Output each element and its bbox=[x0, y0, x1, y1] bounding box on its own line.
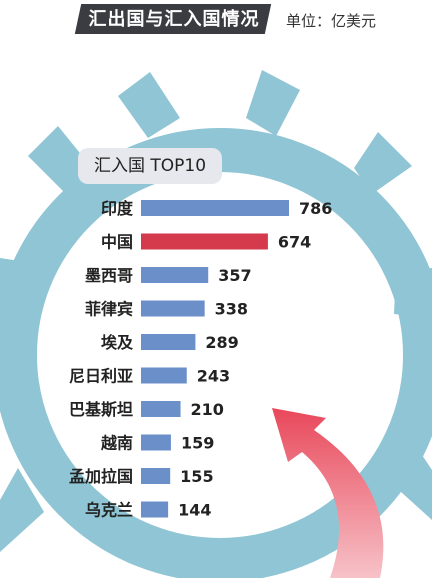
value-label: 786 bbox=[299, 199, 332, 218]
gear-ring bbox=[0, 128, 432, 578]
category-label: 印度 bbox=[101, 199, 134, 218]
arrow-graphic bbox=[272, 408, 384, 578]
value-label: 144 bbox=[178, 501, 211, 520]
category-label: 越南 bbox=[100, 434, 133, 453]
category-label: 巴基斯坦 bbox=[69, 400, 133, 419]
category-label: 孟加拉国 bbox=[69, 467, 133, 486]
value-label: 674 bbox=[278, 233, 311, 252]
subtitle-badge bbox=[78, 148, 222, 184]
bar bbox=[141, 233, 268, 250]
value-label: 243 bbox=[197, 367, 230, 386]
bar bbox=[141, 200, 289, 216]
category-label: 乌克兰 bbox=[85, 501, 133, 520]
bar bbox=[141, 267, 209, 283]
bar bbox=[141, 468, 171, 484]
category-label: 菲律宾 bbox=[85, 300, 133, 319]
value-label: 155 bbox=[180, 467, 213, 486]
chart-title: 汇出国与汇入国情况 bbox=[88, 9, 260, 30]
category-label: 埃及 bbox=[101, 333, 134, 352]
bar bbox=[141, 334, 196, 350]
chart-subtitle: 汇入国 TOP10 bbox=[93, 156, 207, 176]
value-label: 159 bbox=[181, 434, 214, 453]
bar bbox=[141, 401, 181, 417]
unit-label: 单位：亿美元 bbox=[286, 12, 377, 30]
category-label: 墨西哥 bbox=[85, 266, 133, 285]
value-label: 338 bbox=[215, 300, 248, 319]
value-label: 210 bbox=[191, 400, 224, 419]
bar bbox=[141, 300, 205, 317]
value-label: 289 bbox=[205, 333, 238, 352]
category-label: 尼日利亚 bbox=[69, 367, 133, 386]
bar bbox=[141, 434, 171, 451]
value-label: 357 bbox=[218, 266, 251, 285]
bar bbox=[141, 367, 187, 384]
bar bbox=[141, 501, 169, 518]
category-label: 中国 bbox=[101, 233, 133, 252]
